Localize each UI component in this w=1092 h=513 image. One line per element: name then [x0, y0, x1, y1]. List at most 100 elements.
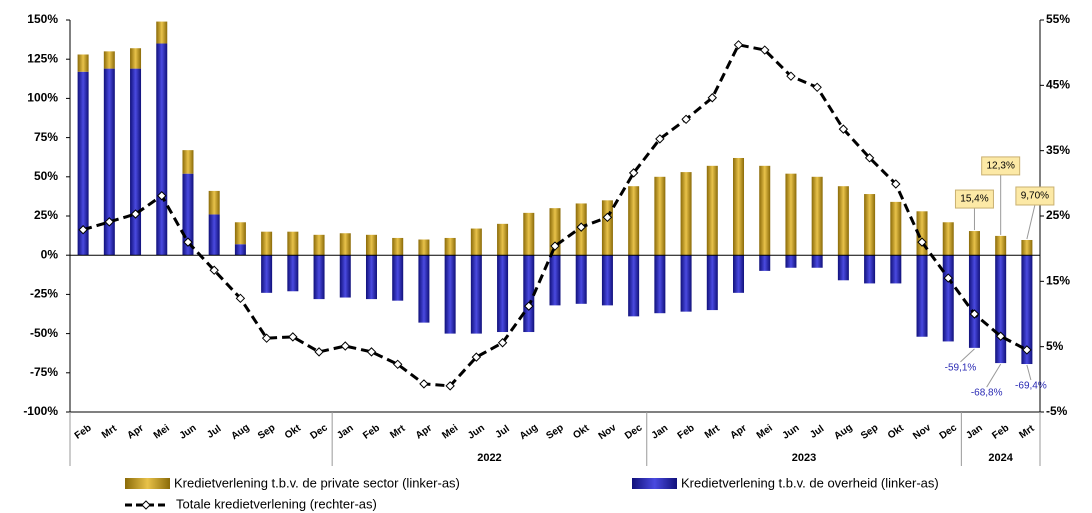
- line-marker: [707, 93, 718, 103]
- line-marker: [995, 331, 1006, 341]
- x-tick-label: Jun: [178, 423, 199, 442]
- bar-overheid: [890, 255, 902, 284]
- x-tick-label: Okt: [571, 422, 592, 441]
- bar-overheid: [130, 68, 142, 256]
- bar-overheid: [680, 255, 692, 312]
- bar-private: [759, 165, 771, 256]
- line-marker: [969, 309, 980, 319]
- bar-overheid: [234, 244, 246, 256]
- bar-overheid: [785, 255, 797, 268]
- x-tick-label: Jan: [335, 423, 355, 442]
- y2-tick-label: 5%: [1046, 339, 1064, 353]
- bar-overheid: [444, 255, 456, 334]
- y-tick-label: -50%: [30, 326, 58, 340]
- bar-private: [995, 235, 1007, 256]
- line-marker: [760, 45, 770, 55]
- bar-private: [339, 233, 351, 256]
- label-leader: [986, 363, 1002, 388]
- bar-private: [811, 176, 823, 256]
- line-marker: [917, 237, 927, 247]
- legend-label: Kredietverlening t.b.v. de private secto…: [174, 475, 460, 490]
- line-marker: [864, 153, 875, 163]
- bar-overheid: [942, 255, 954, 342]
- x-tick-label: Aug: [229, 422, 251, 442]
- bar-overheid: [365, 255, 377, 300]
- bar-overheid: [759, 255, 771, 271]
- bar-overheid: [156, 43, 168, 256]
- bar-private: [156, 21, 168, 44]
- y-tick-label: 100%: [27, 91, 58, 105]
- y2-tick-label: 55%: [1046, 12, 1070, 26]
- year-label: 2022: [477, 452, 501, 464]
- x-tick-label: Jul: [494, 423, 512, 440]
- y2-tick-label: 25%: [1046, 208, 1070, 222]
- value-label: -69,4%: [1015, 381, 1047, 392]
- bar-private: [785, 173, 797, 256]
- legend-marker: [141, 500, 151, 510]
- bar-private: [365, 234, 377, 256]
- line-marker: [497, 338, 508, 348]
- value-label: 15,4%: [960, 194, 988, 205]
- line-marker: [628, 168, 639, 178]
- bar-private: [497, 223, 509, 256]
- bar-overheid: [339, 255, 351, 298]
- bar-private: [444, 237, 456, 256]
- x-tick-label: Feb: [361, 423, 382, 442]
- bar-overheid: [103, 68, 115, 256]
- x-tick-label: Dec: [938, 422, 960, 442]
- label-leader: [1026, 204, 1036, 240]
- line-marker: [812, 82, 822, 93]
- x-tick-label: Okt: [886, 422, 907, 441]
- bar-private: [916, 211, 928, 256]
- label-leader: [960, 348, 975, 363]
- bar-overheid: [706, 255, 718, 311]
- bar-private: [261, 231, 273, 256]
- bar-private: [470, 228, 482, 256]
- bar-private: [234, 222, 246, 245]
- y-tick-label: 125%: [27, 51, 58, 65]
- line-marker: [891, 179, 901, 189]
- bar-private: [654, 176, 666, 256]
- bar-private: [628, 186, 640, 256]
- bar-private: [523, 212, 535, 256]
- x-tick-label: Mei: [152, 423, 172, 442]
- bar-private: [942, 222, 954, 256]
- x-tick-label: Aug: [518, 422, 540, 442]
- bar-overheid: [313, 255, 325, 300]
- bar-overheid: [811, 255, 823, 268]
- line-marker: [576, 222, 586, 232]
- line-marker: [943, 273, 953, 283]
- bar-private: [680, 172, 692, 256]
- label-box: [954, 189, 994, 209]
- bar-overheid: [261, 255, 273, 293]
- line-marker: [1022, 345, 1032, 355]
- line-marker: [733, 40, 744, 50]
- x-tick-label: Sep: [544, 422, 565, 442]
- x-tick-label: Feb: [676, 423, 697, 442]
- legend-swatch: [632, 478, 677, 489]
- x-tick-label: Feb: [73, 423, 94, 442]
- x-tick-label: Dec: [308, 422, 330, 442]
- label-box: [1015, 186, 1055, 206]
- y-tick-label: -100%: [23, 404, 58, 418]
- x-tick-label: Mrt: [100, 423, 120, 441]
- x-tick-label: Jan: [650, 423, 670, 442]
- line-marker: [419, 379, 429, 389]
- bar-private: [706, 165, 718, 256]
- bar-overheid: [470, 255, 482, 334]
- bar-overheid: [1021, 255, 1033, 365]
- x-tick-label: Mrt: [388, 423, 408, 441]
- bar-private: [864, 194, 876, 256]
- bar-overheid: [575, 255, 587, 304]
- bar-private: [837, 186, 849, 256]
- bar-overheid: [392, 255, 404, 301]
- y-tick-label: 25%: [34, 208, 58, 222]
- bar-overheid: [523, 255, 535, 333]
- line-marker: [183, 237, 193, 247]
- bar-overheid: [837, 255, 849, 281]
- line-marker: [157, 191, 167, 201]
- x-tick-label: Mei: [755, 423, 775, 442]
- bar-overheid: [182, 173, 194, 256]
- x-tick-label: Sep: [859, 422, 880, 442]
